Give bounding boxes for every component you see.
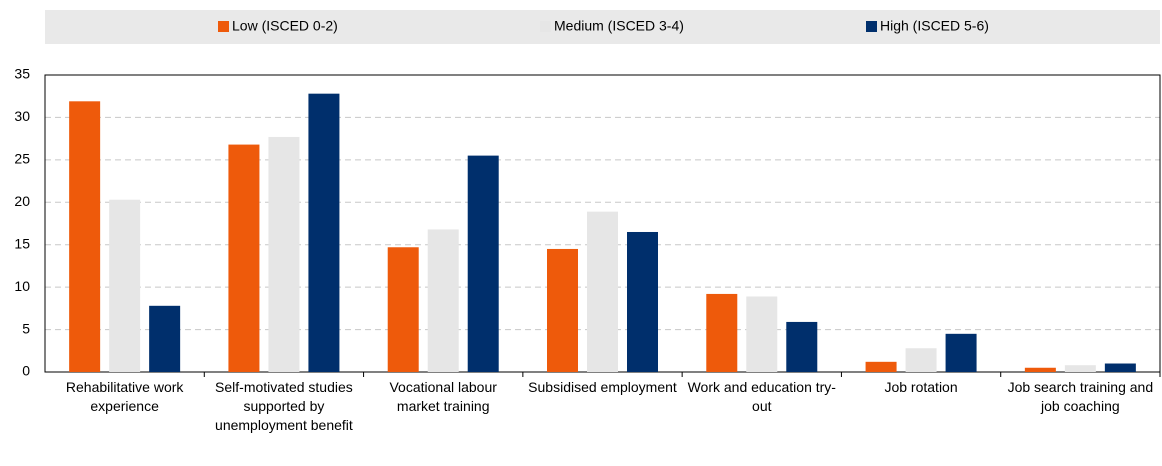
legend-label: Low (ISCED 0-2)	[232, 18, 338, 34]
bar	[109, 199, 141, 372]
bar	[945, 333, 977, 372]
x-tick-label: Rehabilitative work experience	[65, 379, 184, 414]
bar	[627, 231, 658, 372]
legend-swatch	[218, 21, 229, 32]
x-tick-label: Subsidised employment	[528, 379, 677, 395]
y-tick-label: 30	[14, 108, 30, 124]
x-tick-label: Job search training and job coaching	[1007, 379, 1154, 414]
bar	[467, 155, 499, 372]
y-tick-label: 0	[22, 363, 30, 379]
y-tick-label: 10	[14, 278, 30, 294]
legend-swatch	[866, 21, 877, 32]
bar	[587, 211, 618, 372]
x-tick-label: Job rotation	[884, 379, 958, 395]
y-tick-label: 15	[14, 235, 30, 251]
bar	[905, 348, 937, 372]
bar	[228, 144, 260, 372]
bar	[387, 247, 419, 372]
legend-label: High (ISCED 5-6)	[880, 18, 989, 34]
bar	[69, 101, 101, 372]
x-tick-label: Work and education try-out	[687, 379, 836, 414]
bar	[786, 321, 818, 372]
bar	[865, 361, 897, 372]
bar	[1064, 365, 1096, 372]
y-tick-label: 35	[14, 66, 30, 82]
bar	[547, 248, 578, 372]
bar	[1104, 363, 1136, 372]
bar	[427, 229, 459, 372]
bar	[268, 136, 300, 372]
bar	[149, 305, 181, 372]
legend-band	[45, 10, 1160, 44]
bar	[308, 93, 340, 372]
y-tick-label: 20	[14, 193, 30, 209]
x-tick-label: Vocational labour market training	[389, 379, 497, 414]
x-tick-label: Self-motivated studies supported by unem…	[215, 379, 353, 433]
bar	[706, 293, 738, 372]
y-tick-label: 25	[14, 151, 30, 167]
y-tick-label: 5	[22, 320, 30, 336]
legend-swatch	[540, 21, 551, 32]
legend-label: Medium (ISCED 3-4)	[554, 18, 684, 34]
bar	[1024, 367, 1056, 372]
bar	[746, 296, 778, 372]
